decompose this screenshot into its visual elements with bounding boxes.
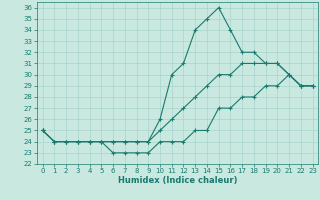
X-axis label: Humidex (Indice chaleur): Humidex (Indice chaleur) [118, 176, 237, 185]
